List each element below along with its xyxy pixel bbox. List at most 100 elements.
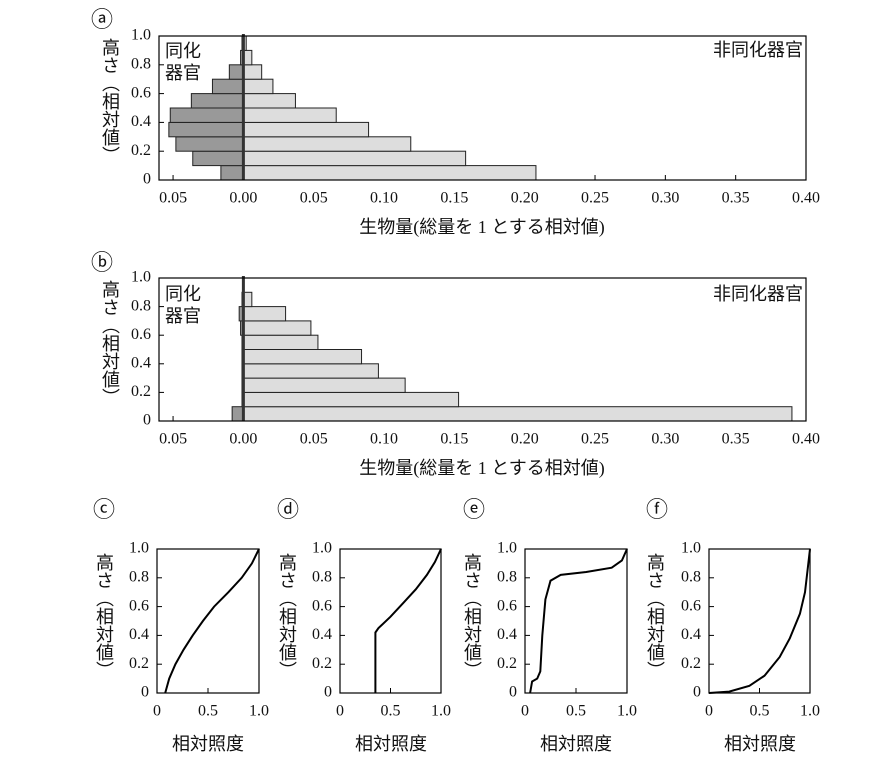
bar xyxy=(242,334,319,351)
y-tick-label: 0.8 xyxy=(129,568,149,585)
bar xyxy=(242,78,274,95)
x-tick-label: 0.00 xyxy=(229,190,257,207)
y-tick-label: 0.4 xyxy=(131,113,151,130)
y-tick-label: 1.0 xyxy=(131,27,151,44)
y-tick-label: 0.8 xyxy=(131,55,151,72)
bar xyxy=(169,107,244,123)
x-tick-label: 0 xyxy=(521,703,529,720)
y-tick-label: 0.6 xyxy=(312,597,332,614)
bar xyxy=(168,121,244,138)
bar xyxy=(242,406,793,422)
x-tick-label: 0.05 xyxy=(300,431,328,448)
x-tick-label: 0.05 xyxy=(300,190,328,207)
y-tick-label: 0 xyxy=(143,412,151,429)
x-tick-label: 1.0 xyxy=(249,703,269,720)
panel-label: ⓐ xyxy=(91,7,113,32)
y-tick-label: 0.8 xyxy=(131,297,151,314)
y-tick-label: 0.6 xyxy=(131,326,151,343)
bar xyxy=(190,93,244,109)
panel-label: ⓑ xyxy=(91,250,113,275)
y-tick-label: 0.6 xyxy=(681,597,701,614)
x-axis-label: 相対照度 xyxy=(540,734,612,754)
line xyxy=(164,548,260,694)
y-tick-label: 0.4 xyxy=(131,354,151,371)
y-tick-label: 1.0 xyxy=(312,540,332,557)
x-axis-label: 相対照度 xyxy=(355,734,427,754)
x-axis-label: 相対照度 xyxy=(724,734,796,754)
plot-frame xyxy=(158,35,807,181)
bar xyxy=(192,150,244,167)
plot-frame xyxy=(524,548,628,694)
x-tick-label: 0 xyxy=(153,703,161,720)
y-tick-label: 1.0 xyxy=(131,269,151,286)
y-tick-label: 0.2 xyxy=(681,655,701,672)
y-tick-label: 0.2 xyxy=(497,655,517,672)
y-tick-label: 0.6 xyxy=(131,84,151,101)
y-axis-label: 高さ（相対値） xyxy=(100,38,120,164)
x-tick-label: 0.30 xyxy=(651,190,679,207)
bar xyxy=(231,406,244,422)
y-tick-label: 0.4 xyxy=(497,626,517,643)
y-tick-label: 0 xyxy=(141,684,149,701)
x-tick-label: 0.5 xyxy=(566,703,586,720)
x-tick-label: 0.15 xyxy=(440,431,468,448)
y-tick-label: 0.2 xyxy=(129,655,149,672)
x-tick-label: 0.05 xyxy=(159,190,187,207)
y-axis-label: 高さ（相対値） xyxy=(462,553,482,679)
bar xyxy=(242,107,337,123)
x-tick-label: 0.5 xyxy=(750,703,770,720)
y-tick-label: 0.6 xyxy=(497,597,517,614)
y-tick-label: 0.2 xyxy=(131,383,151,400)
y-tick-label: 1.0 xyxy=(681,540,701,557)
y-tick-label: 0 xyxy=(143,171,151,188)
legend-label: 非同化器官 xyxy=(713,40,803,60)
x-axis-label: 相対照度 xyxy=(172,734,244,754)
y-tick-label: 0 xyxy=(693,684,701,701)
x-tick-label: 0 xyxy=(705,703,713,720)
x-tick-label: 0.10 xyxy=(370,190,398,207)
panel-label: ⓔ xyxy=(463,497,485,522)
legend-label: 同化器官 xyxy=(165,284,201,326)
y-axis-label: 高さ（相対値） xyxy=(100,280,120,406)
x-axis-label: 生物量(総量を 1 とする相対値) xyxy=(359,458,605,478)
x-axis-label: 生物量(総量を 1 とする相対値) xyxy=(359,217,605,237)
x-tick-label: 0.40 xyxy=(792,190,820,207)
x-tick-label: 0.5 xyxy=(381,703,401,720)
bar xyxy=(242,363,379,379)
bar xyxy=(242,121,370,138)
y-tick-label: 1.0 xyxy=(129,540,149,557)
y-tick-label: 0.6 xyxy=(129,597,149,614)
bar xyxy=(242,377,406,393)
x-tick-label: 1.0 xyxy=(617,703,637,720)
x-tick-label: 0.20 xyxy=(511,431,539,448)
x-tick-label: 0 xyxy=(336,703,344,720)
y-tick-label: 0 xyxy=(324,684,332,701)
bar xyxy=(211,78,244,95)
x-tick-label: 0.30 xyxy=(651,431,679,448)
line xyxy=(708,548,811,694)
plot-frame xyxy=(158,277,807,422)
bar xyxy=(242,64,263,80)
x-tick-label: 0.5 xyxy=(198,703,218,720)
line xyxy=(374,548,442,693)
x-tick-label: 0.10 xyxy=(370,431,398,448)
bar xyxy=(242,349,363,365)
y-axis-label: 高さ（相対値） xyxy=(645,553,665,679)
bar xyxy=(175,136,244,152)
bar xyxy=(242,306,287,322)
plot-frame xyxy=(708,548,811,694)
bar xyxy=(228,64,244,80)
x-tick-label: 0.35 xyxy=(722,431,750,448)
x-tick-label: 1.0 xyxy=(800,703,820,720)
panel-label: ⓓ xyxy=(277,497,299,522)
y-axis-label: 高さ（相対値） xyxy=(277,553,297,679)
y-tick-label: 0.8 xyxy=(681,568,701,585)
y-tick-label: 0.8 xyxy=(312,568,332,585)
bar xyxy=(242,136,412,152)
x-tick-label: 0.25 xyxy=(581,431,609,448)
x-tick-label: 1.0 xyxy=(431,703,451,720)
plot-frame xyxy=(156,548,260,694)
y-tick-label: 0.2 xyxy=(131,142,151,159)
